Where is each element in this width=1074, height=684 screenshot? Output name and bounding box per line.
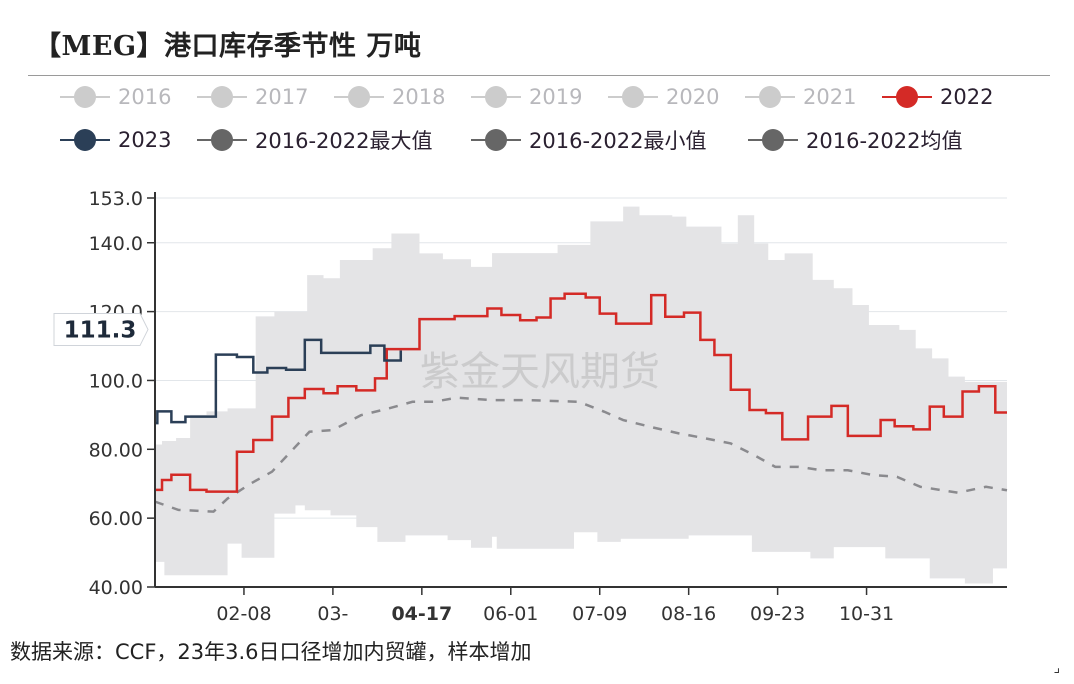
watermark: 紫金天风期货	[420, 349, 660, 395]
x-tick-label: 10-31	[839, 603, 894, 625]
axis-pointer-x-label: 04-17	[391, 603, 452, 625]
legend-label: 2020	[666, 85, 720, 109]
legend-item-2019[interactable]: 2019	[471, 83, 582, 111]
axis-pointer-y-box	[53, 313, 149, 347]
legend-item-2020[interactable]: 2020	[608, 83, 719, 111]
legend-label: 2019	[529, 85, 583, 109]
legend-marker-icon	[882, 83, 932, 111]
legend-item-2018[interactable]: 2018	[334, 83, 445, 111]
y-tick-label: 40.00	[89, 577, 143, 599]
legend-marker-icon	[197, 126, 247, 154]
legend-label: 2023	[118, 128, 172, 152]
legend-label: 2018	[392, 85, 446, 109]
legend-marker-icon	[608, 83, 658, 111]
y-tick-label: 80.00	[89, 439, 143, 461]
chart-title: 【MEG】港口库存季节性 万吨	[34, 31, 422, 62]
legend-marker-icon	[60, 126, 110, 154]
legend-label: 2016-2022最小值	[529, 129, 707, 153]
band-area	[155, 206, 1007, 584]
y-tick-label: 140.0	[89, 233, 143, 255]
legend-item-2017[interactable]: 2017	[197, 83, 308, 111]
y-tick-label: 60.00	[89, 508, 143, 530]
legend-marker-icon	[745, 83, 795, 111]
legend-marker-icon	[471, 126, 521, 154]
legend-label: 2016-2022均值	[806, 129, 963, 153]
source-note: 数据来源：CCF，23年3.6日口径增加内贸罐，样本增加	[10, 640, 532, 664]
resize-corner-icon: ⌟	[1053, 660, 1060, 676]
legend-marker-icon	[471, 83, 521, 111]
x-tick-label: 03-	[317, 603, 348, 625]
series-2022-line	[155, 292, 1007, 493]
legend-marker-icon	[60, 83, 110, 111]
title-divider	[28, 75, 1050, 76]
legend-label: 2016	[118, 85, 172, 109]
legend-marker-icon	[197, 83, 247, 111]
legend-label: 2022	[940, 85, 994, 109]
legend-item-2016-2022最小值[interactable]: 2016-2022最小值	[471, 126, 706, 154]
x-tick-label: 02-08	[216, 603, 271, 625]
y-tick-label: 153.0	[89, 188, 143, 210]
x-tick-label: 07-09	[572, 603, 627, 625]
series-lines	[154, 292, 1008, 513]
axis-pointer-y-label: 111.3	[64, 318, 137, 344]
series-mean-line	[154, 396, 1008, 513]
y-tick-label: 100.0	[89, 370, 143, 392]
legend-label: 2017	[255, 85, 309, 109]
legend-label: 2021	[803, 85, 857, 109]
x-tick-label: 08-16	[661, 603, 716, 625]
legend-marker-icon	[334, 83, 384, 111]
legend-item-2016-2022均值[interactable]: 2016-2022均值	[748, 126, 962, 154]
max-min-band	[155, 206, 1007, 584]
legend-item-2022[interactable]: 2022	[882, 83, 993, 111]
legend-item-2021[interactable]: 2021	[745, 83, 856, 111]
axes: 40.0060.0080.00100.0120.0140.0153.002-08…	[53, 188, 1007, 625]
series-2023-line	[155, 338, 403, 425]
legend-item-2023[interactable]: 2023	[60, 126, 171, 154]
legend-label: 2016-2022最大值	[255, 129, 433, 153]
legend-marker-icon	[748, 126, 798, 154]
legend-item-2016-2022最大值[interactable]: 2016-2022最大值	[197, 126, 432, 154]
legend-item-2016[interactable]: 2016	[60, 83, 171, 111]
x-tick-label: 06-01	[483, 603, 538, 625]
x-tick-label: 09-23	[750, 603, 805, 625]
